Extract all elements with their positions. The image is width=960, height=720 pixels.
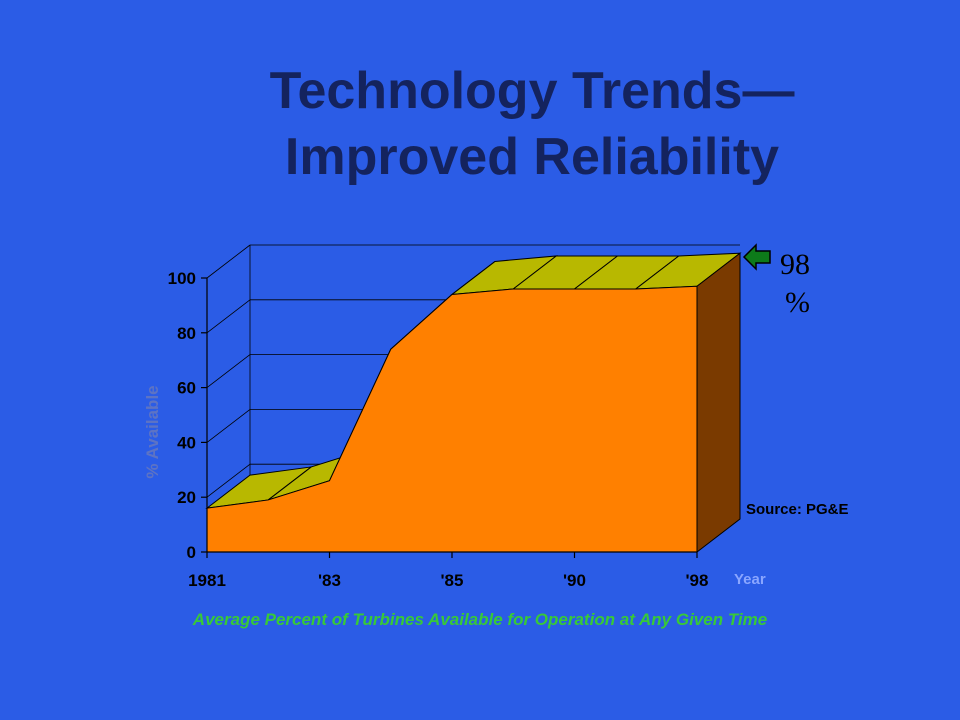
- chart-axes: 0 20 40 60 80 100 1981 '83 '85 '90 '98: [168, 269, 709, 590]
- chart-area: [205, 252, 742, 554]
- y-tick-label: 60: [177, 379, 196, 398]
- gridline-side: [206, 463, 251, 498]
- x-tick-label: '83: [318, 571, 341, 590]
- slide-title: Technology Trends— Improved Reliability: [0, 58, 960, 190]
- x-axis-title: Year: [734, 571, 766, 588]
- left-arrow-icon: [742, 243, 771, 271]
- callout-unit: %: [785, 286, 810, 319]
- x-tick-label: '90: [563, 571, 586, 590]
- area-side-face: [696, 252, 741, 554]
- x-tick-label: '85: [441, 571, 464, 590]
- x-tick-label: '98: [686, 571, 709, 590]
- y-tick-label: 100: [168, 269, 196, 288]
- title-line-1: Technology Trends—: [269, 62, 795, 120]
- y-tick-label: 80: [177, 324, 196, 343]
- area-front-face: [206, 285, 698, 553]
- gridline-side: [206, 409, 251, 443]
- title-line-2: Improved Reliability: [284, 128, 780, 186]
- callout-value: 98: [780, 248, 810, 281]
- y-axis-label: % Available: [143, 385, 162, 478]
- gridline-side: [206, 244, 251, 279]
- y-tick-label: 40: [177, 433, 196, 452]
- source-note: Source: PG&E: [746, 501, 849, 518]
- chart-caption: Average Percent of Turbines Available fo…: [192, 610, 768, 629]
- gridline-side: [206, 299, 251, 334]
- y-tick-label: 20: [177, 488, 196, 507]
- y-tick-label: 0: [187, 543, 196, 562]
- callout: 98 %: [742, 243, 810, 319]
- gridline-side: [206, 354, 251, 388]
- x-tick-label: 1981: [188, 571, 226, 590]
